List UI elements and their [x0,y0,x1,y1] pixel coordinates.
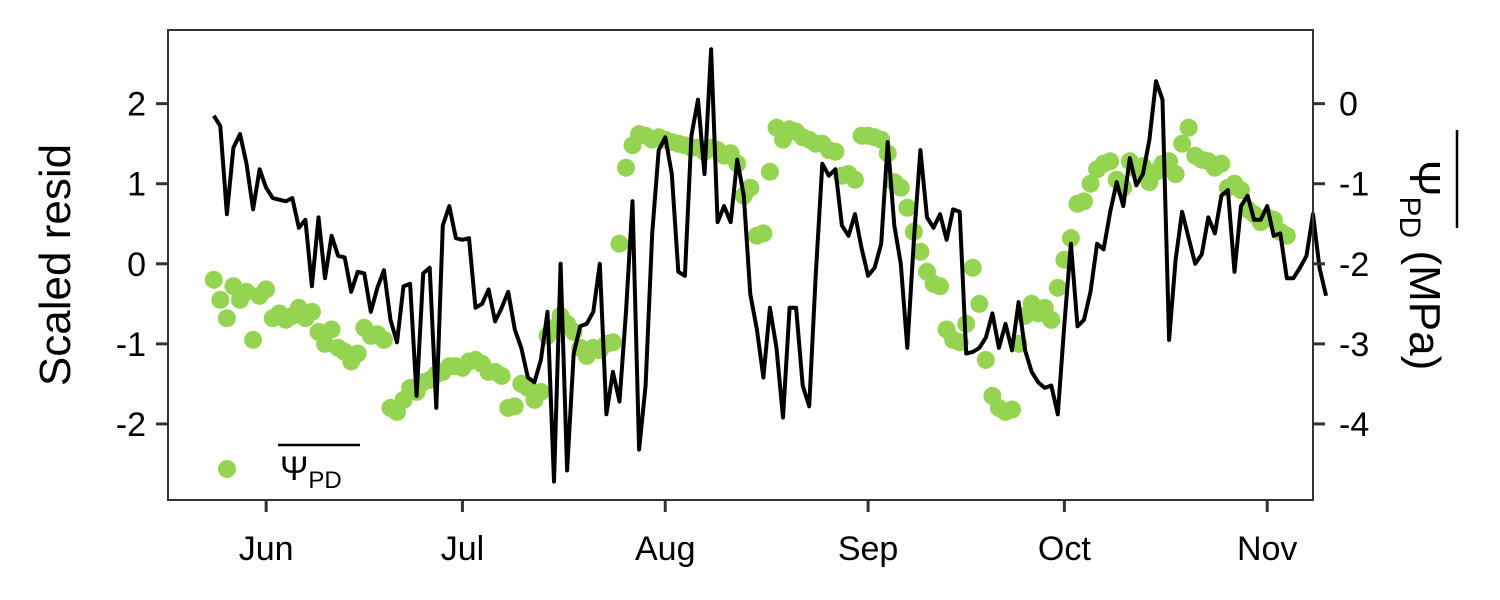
psi-pd-point [1173,134,1192,153]
psi-pd-point [1179,118,1198,137]
psi-pd-point [1166,165,1185,184]
psi-pd-point [891,178,910,197]
psi-pd-point [963,258,982,277]
psi-pd-point [217,309,236,328]
scaled-resid-line-series [212,47,1329,484]
y-axis-right-title-subscript: PD [1393,197,1426,239]
psi-pd-point [970,294,989,313]
psi-pd-point [1061,229,1080,248]
y-right-tick-label: -4 [1339,406,1369,444]
legend-marker [218,460,236,478]
psi-pd-point [911,242,930,261]
psi-pd-point [302,302,321,321]
psi-pd-point [1101,152,1120,171]
legend-label: ΨPD [280,450,342,494]
y-right-tick-label: -2 [1339,246,1369,284]
psi-pd-point [1081,174,1100,193]
x-tick-label: Jul [441,530,484,568]
psi-pd-point [204,270,223,289]
psi-pd-point [505,397,524,416]
psi-pd-point [617,158,635,177]
psi-pd-point [531,382,550,401]
scaled-resid-line [212,47,1329,484]
y-left-tick-label: 0 [127,246,146,284]
psi-pd-point [1048,278,1067,297]
psi-pd-point [322,320,341,339]
psi-pd-point [257,280,276,299]
x-tick-label: Sep [838,530,899,568]
psi-pd-point [898,198,917,217]
y-right-tick-label: -3 [1339,326,1369,364]
psi-pd-point [603,333,622,352]
x-tick-label: Oct [1038,530,1091,568]
psi-pd-point [846,170,864,189]
psi-pd-point [1232,181,1251,200]
psi-pd-scatter-series [204,118,1296,421]
y-axis-right-title: ΨPD (MPa) [1393,160,1449,370]
y-axis-left-title: Scaled resid [31,144,80,386]
legend-symbol: Ψ [280,450,308,488]
psi-pd-point [1212,154,1231,173]
x-tick-label: Aug [635,530,696,568]
psi-pd-point [976,350,995,369]
psi-pd-point [741,178,760,197]
psi-pd-point [348,344,367,363]
y-left-tick-label: -1 [116,326,146,364]
y-axis-right-title-unit: (MPa) [1400,238,1449,370]
x-axis: Jun Jul Aug Sep Oct Nov [239,500,1297,568]
plot-frame [167,29,1314,501]
y-left-tick-label: 1 [127,166,146,204]
psi-pd-point [931,277,950,296]
psi-pd-point [374,330,393,349]
psi-pd-point [760,162,779,181]
y-axis-right: 0 -1 -2 -3 -4 [1313,86,1369,444]
psi-pd-point [492,366,511,385]
legend-subscript: PD [308,467,341,494]
psi-pd-point [1075,192,1093,211]
psi-pd-point [754,224,773,243]
x-tick-label: Jun [239,530,294,568]
psi-pd-point [1003,400,1022,419]
y-right-tick-label: -1 [1339,166,1369,204]
legend: ΨPD [218,443,360,494]
y-left-tick-label: 2 [127,86,146,124]
y-axis-left: 2 1 0 -1 -2 [116,86,168,444]
x-tick-label: Nov [1237,530,1297,568]
psi-pd-point [244,330,263,349]
psi-pd-point [1042,310,1061,329]
y-axis-right-title-symbol: Ψ [1400,160,1449,197]
psi-pd-point [610,234,629,253]
y-left-tick-label: -2 [116,406,146,444]
psi-pd-point [211,290,230,309]
psi-pd-point [826,142,845,161]
y-right-tick-label: 0 [1339,86,1358,124]
